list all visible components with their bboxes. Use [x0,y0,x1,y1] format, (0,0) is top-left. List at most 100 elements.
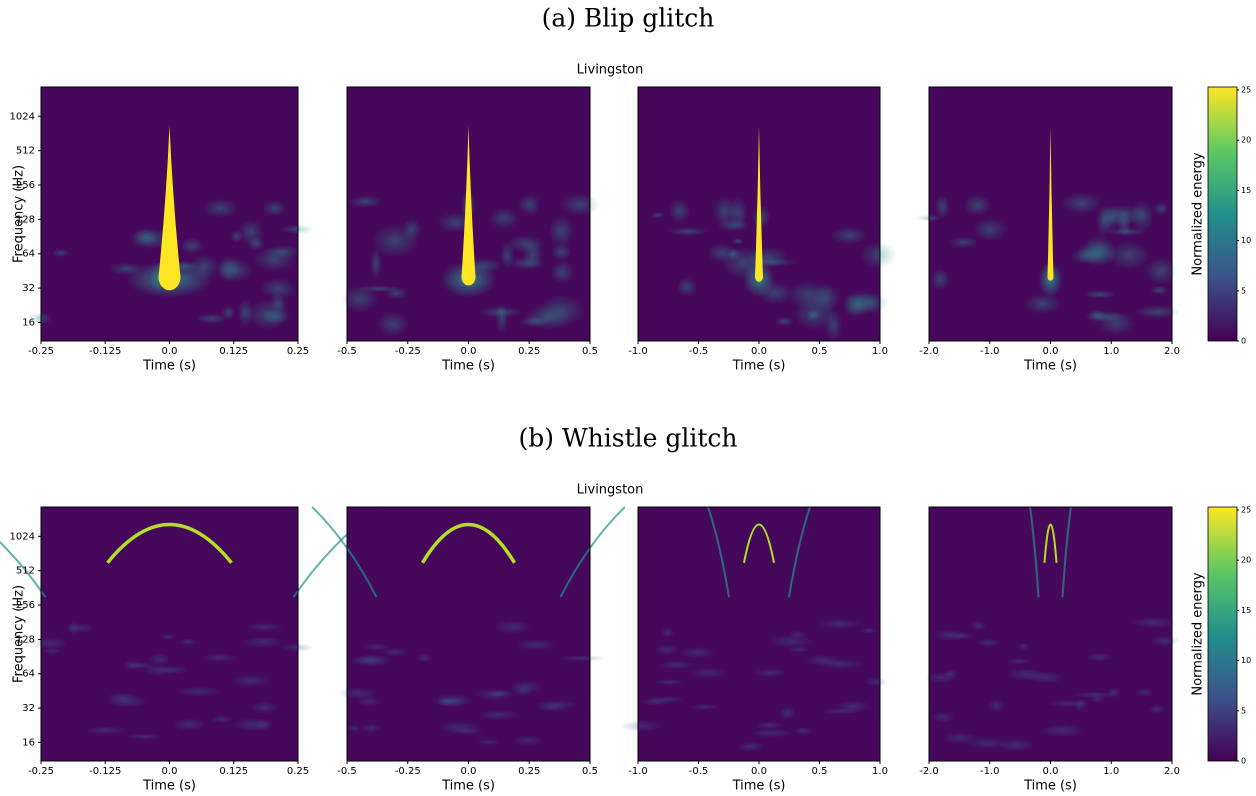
texture [279,224,315,235]
colorbar-tick-label: 0 [1241,337,1246,346]
texture [132,228,158,247]
colorbar-tick-label: 25 [1241,506,1251,515]
x-tick-label: -1.0 [980,346,1000,357]
x-tick-label: -0.25 [28,766,54,777]
texture [341,286,379,313]
x-tick-label: 0.25 [287,766,309,777]
texture [175,686,222,697]
texture [717,218,751,232]
x-tick-label: -2.0 [919,346,939,357]
texture [560,193,600,216]
x-tick-label: 1.0 [872,346,888,357]
colorbar-label: Normalized energy [1191,572,1206,695]
texture [835,699,872,713]
spectrogram-background [638,507,880,761]
texture [230,229,243,243]
caption: (a) Blip glitch [542,4,715,33]
x-tick-label: -0.125 [89,346,121,357]
glitch-shape [755,125,763,282]
texture [196,313,228,325]
x-tick-label: 0.0 [1043,766,1059,777]
texture [962,194,992,216]
texture [247,236,265,251]
texture [736,741,765,752]
texture [230,674,272,687]
texture [930,629,970,641]
texture [493,620,532,635]
texture [941,731,979,744]
x-tick-label: 1.0 [1103,766,1119,777]
texture [667,227,709,237]
x-tick-label: 0.0 [162,766,178,777]
x-tick-label: 0.125 [219,766,248,777]
texture [524,305,570,331]
texture [969,620,987,631]
x-tick-label: 0.25 [518,346,540,357]
texture [1107,241,1151,270]
texture [1095,204,1113,238]
texture [649,211,665,219]
x-tick-label: 0.25 [287,346,309,357]
texture [159,666,190,675]
texture [925,672,958,684]
texture [929,711,956,723]
texture [1071,691,1118,699]
texture [202,198,239,218]
texture [1073,697,1087,712]
x-tick-label: 1.0 [872,766,888,777]
texture [660,627,675,638]
texture [249,700,280,714]
texture [476,738,500,746]
colorbar-tick-label: 5 [1241,286,1246,295]
texture [934,195,951,219]
texture [499,241,515,270]
texture [515,639,557,651]
texture [948,236,979,249]
texture [1017,642,1030,651]
texture [731,238,745,245]
y-tick-label: 512 [16,146,35,157]
texture [1005,668,1046,681]
texture [104,696,149,708]
texture [831,226,868,245]
x-axis-label: Time (s) [142,359,196,374]
texture [381,647,410,657]
texture [416,653,432,663]
x-tick-label: 0.0 [461,346,477,357]
texture [345,724,362,733]
colorbar-tick-label: 5 [1241,706,1246,715]
caption: (b) Whistle glitch [518,424,737,453]
x-tick-label: 0.5 [582,346,598,357]
texture [533,699,581,709]
texture [260,277,296,300]
texture [199,653,238,662]
colorbar-tick-label: 15 [1241,186,1251,195]
texture [1097,312,1136,335]
x-tick-label: -2.0 [919,766,939,777]
glitch-arc [106,522,233,564]
texture [438,696,453,706]
x-tick-label: -0.25 [395,766,421,777]
texture [348,195,383,208]
y-tick-label: 1024 [10,111,35,122]
x-tick-label: -0.25 [395,346,421,357]
x-tick-label: -0.25 [28,346,54,357]
texture [687,667,728,679]
texture [476,709,521,721]
y-tick-label: 32 [22,283,35,294]
texture [668,199,691,224]
texture [774,316,794,327]
x-tick-label: 0.5 [582,766,598,777]
texture [676,277,698,297]
texture [486,690,515,697]
texture [506,234,545,253]
glitch-arc [1043,523,1058,563]
texture [1085,653,1114,662]
texture [1149,635,1181,647]
texture [1150,285,1169,295]
texture [244,622,285,632]
colorbar-tick-label: 15 [1241,606,1251,615]
texture [160,633,176,641]
glitch-shape [461,125,476,286]
texture [654,643,680,656]
